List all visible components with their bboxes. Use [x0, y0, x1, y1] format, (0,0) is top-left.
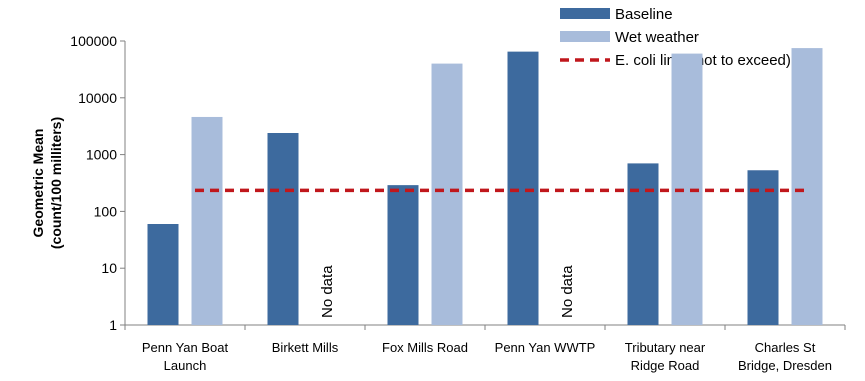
y-tick-label: 100000	[70, 33, 117, 49]
bar-baseline	[507, 51, 539, 325]
legend: Baseline Wet weather E. coli limit (not to…	[560, 6, 791, 69]
y-axis-label-line1: Geometric Mean	[30, 129, 46, 238]
bar-wet-weather	[791, 48, 823, 325]
bar-baseline	[627, 163, 659, 325]
legend-label: E. coli limit (not to exceed)	[615, 52, 791, 69]
legend-swatch-baseline	[560, 8, 610, 19]
x-category-label: Charles St	[755, 340, 816, 355]
legend-swatch-wet-weather	[560, 31, 610, 42]
y-tick-label: 10	[101, 260, 117, 276]
no-data-label: No data	[319, 265, 336, 318]
x-category-label: Penn Yan Boat	[142, 340, 229, 355]
y-axis: 1 10 100 1000 10000 100000	[70, 33, 126, 333]
x-category-label: Ridge Road	[631, 358, 700, 373]
legend-label: Wet weather	[615, 29, 699, 46]
x-axis: Penn Yan Boat Launch Birkett Mills Fox Mill…	[124, 324, 846, 373]
no-data-label: No data	[559, 265, 576, 318]
x-category-label: Launch	[164, 358, 207, 373]
bar-wet-weather	[431, 63, 463, 325]
y-tick-label: 100	[94, 203, 118, 219]
x-category-label: Penn Yan WWTP	[495, 340, 596, 355]
bar-baseline	[147, 224, 179, 325]
y-axis-label-line2: (count/100 milliters)	[48, 117, 64, 249]
x-category-label: Tributary near	[625, 340, 706, 355]
bar-baseline	[747, 170, 779, 325]
x-category-label: Bridge, Dresden	[738, 358, 832, 373]
y-tick-label: 10000	[78, 90, 117, 106]
y-tick-label: 1000	[86, 147, 117, 163]
bar-baseline	[387, 185, 419, 325]
bar-wet-weather	[191, 116, 223, 325]
x-category-label: Birkett Mills	[272, 340, 339, 355]
bars: No data No data	[147, 48, 823, 325]
x-category-label: Fox Mills Road	[382, 340, 468, 355]
bar-baseline	[267, 133, 299, 325]
y-tick-label: 1	[109, 317, 117, 333]
legend-label: Baseline	[615, 6, 673, 23]
